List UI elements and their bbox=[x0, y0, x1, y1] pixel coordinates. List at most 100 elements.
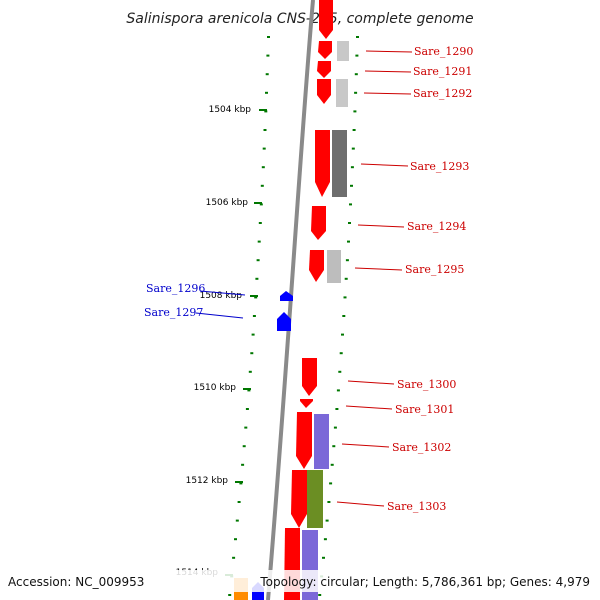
ruler-dot bbox=[256, 259, 260, 262]
ruler-dot bbox=[356, 36, 359, 38]
gene-arrow-sare-1301[interactable] bbox=[300, 399, 313, 408]
ruler-dot bbox=[333, 426, 337, 429]
label-leader bbox=[341, 443, 390, 448]
ruler-dot bbox=[345, 259, 349, 262]
ruler-dot bbox=[251, 333, 255, 336]
gene-arrow-sare-1294[interactable] bbox=[311, 206, 326, 240]
ruler-dot bbox=[323, 538, 327, 541]
ruler-dot bbox=[354, 73, 358, 76]
ruler-tick-label: 1510 kbp bbox=[194, 383, 237, 393]
ruler-dot bbox=[322, 556, 325, 559]
ruler-dot bbox=[234, 538, 237, 541]
ruler-dot bbox=[325, 519, 329, 522]
ruler-dot bbox=[265, 73, 269, 76]
ruler-dot bbox=[232, 556, 236, 559]
ruler-tick-label: 1508 kbp bbox=[200, 291, 243, 301]
gene-label-sare-1293[interactable]: Sare_1293 bbox=[410, 160, 469, 173]
gene-arrow-sare-1297[interactable] bbox=[277, 312, 291, 331]
ruler-dot bbox=[239, 482, 243, 485]
cog-block bbox=[337, 41, 349, 61]
ruler-dot bbox=[354, 91, 358, 94]
gene-arrow-sare-1295[interactable] bbox=[309, 250, 324, 282]
map-title: Salinispora arenicola CNS-205, complete … bbox=[126, 11, 473, 27]
label-leader bbox=[195, 312, 244, 319]
ruler-dot bbox=[247, 389, 251, 392]
gene-label-sare-1291[interactable]: Sare_1291 bbox=[413, 65, 472, 78]
ruler-dot bbox=[335, 408, 339, 410]
ruler-dot bbox=[266, 54, 270, 57]
ruler-dot bbox=[237, 501, 241, 503]
gene-arrow-sare-1293[interactable] bbox=[315, 130, 330, 197]
genome-backbone bbox=[266, 0, 315, 600]
label-leader bbox=[199, 290, 246, 296]
ruler-dot bbox=[342, 315, 346, 317]
ruler-dot bbox=[353, 110, 357, 113]
gene-arrow-sare-1289[interactable] bbox=[319, 0, 333, 39]
gene-label-sare-1297[interactable]: Sare_1297 bbox=[144, 306, 203, 319]
ruler-dot bbox=[244, 426, 248, 429]
gene-label-sare-1302[interactable]: Sare_1302 bbox=[392, 441, 451, 454]
ruler-tick-label: 1504 kbp bbox=[209, 105, 252, 115]
gene-label-sare-1300[interactable]: Sare_1300 bbox=[397, 378, 456, 391]
ruler-dot bbox=[344, 277, 348, 280]
gene-label-sare-1294[interactable]: Sare_1294 bbox=[407, 220, 466, 233]
ruler-dot bbox=[259, 203, 263, 206]
ruler-dot bbox=[330, 463, 334, 466]
ruler-dot bbox=[228, 594, 232, 596]
ruler-dot bbox=[348, 222, 351, 224]
gene-label-sare-1303[interactable]: Sare_1303 bbox=[387, 500, 446, 513]
ruler-dot bbox=[260, 184, 264, 187]
ruler-dot bbox=[352, 129, 356, 131]
ruler-dot bbox=[258, 222, 262, 224]
label-leader bbox=[354, 267, 403, 271]
gene-arrow-sare-1296[interactable] bbox=[280, 291, 293, 301]
ruler-dot bbox=[341, 333, 344, 336]
gene-label-sare-1301[interactable]: Sare_1301 bbox=[395, 403, 454, 416]
ruler-dot bbox=[255, 277, 259, 280]
footer-bg bbox=[0, 570, 600, 592]
ruler-dot bbox=[327, 501, 331, 503]
gene-arrow-sare-1292[interactable] bbox=[317, 79, 331, 104]
cog-block bbox=[336, 79, 348, 107]
ruler-dot bbox=[355, 54, 359, 57]
ruler-dot bbox=[338, 370, 342, 373]
gene-arrow-sare-1303[interactable] bbox=[291, 470, 307, 528]
label-leader bbox=[357, 224, 405, 228]
gene-labels: Sare_1290 Sare_1291 Sare_1292 Sare_1293 … bbox=[144, 45, 473, 513]
ruler-dot bbox=[347, 240, 350, 243]
ruler-dot bbox=[262, 147, 266, 150]
ruler-ticks: 1504 kbp 1506 kbp 1508 kbp 1510 kbp 1512… bbox=[176, 105, 267, 578]
ruler-dot bbox=[252, 315, 256, 317]
ruler-dot bbox=[267, 36, 270, 38]
gene-label-sare-1292[interactable]: Sare_1292 bbox=[413, 87, 472, 100]
ruler-dot bbox=[264, 110, 268, 113]
ruler-dot bbox=[350, 184, 353, 187]
gene-arrow-sare-1302[interactable] bbox=[296, 412, 312, 469]
cog-block bbox=[327, 250, 341, 283]
label-leader bbox=[363, 92, 412, 95]
ruler-dot bbox=[332, 445, 336, 448]
gene-label-sare-1290[interactable]: Sare_1290 bbox=[414, 45, 473, 58]
gene-arrow-sare-1291[interactable] bbox=[317, 61, 331, 78]
label-leader bbox=[360, 163, 409, 167]
gene-label-sare-1296[interactable]: Sare_1296 bbox=[146, 282, 205, 295]
cog-block bbox=[307, 470, 323, 528]
ruler-dot bbox=[336, 389, 340, 392]
gene-arrow-sare-1290[interactable] bbox=[318, 41, 332, 59]
ruler-dot bbox=[248, 370, 252, 373]
label-leader bbox=[365, 50, 413, 53]
gene-arrow-sare-1300[interactable] bbox=[302, 358, 317, 396]
topology-text: Topology: circular; Length: 5,786,361 bp… bbox=[259, 575, 590, 589]
label-leader bbox=[336, 501, 385, 507]
ruler-dot bbox=[250, 352, 254, 355]
ruler-dot bbox=[254, 296, 258, 299]
ruler-dot bbox=[265, 91, 268, 94]
label-leader bbox=[347, 380, 395, 385]
ruler-dot bbox=[329, 482, 333, 485]
ruler-dot bbox=[351, 147, 355, 150]
ruler-dot bbox=[350, 166, 354, 169]
ruler-tick-label: 1512 kbp bbox=[186, 476, 229, 486]
cog-block bbox=[314, 414, 329, 469]
gene-label-sare-1295[interactable]: Sare_1295 bbox=[405, 263, 464, 276]
